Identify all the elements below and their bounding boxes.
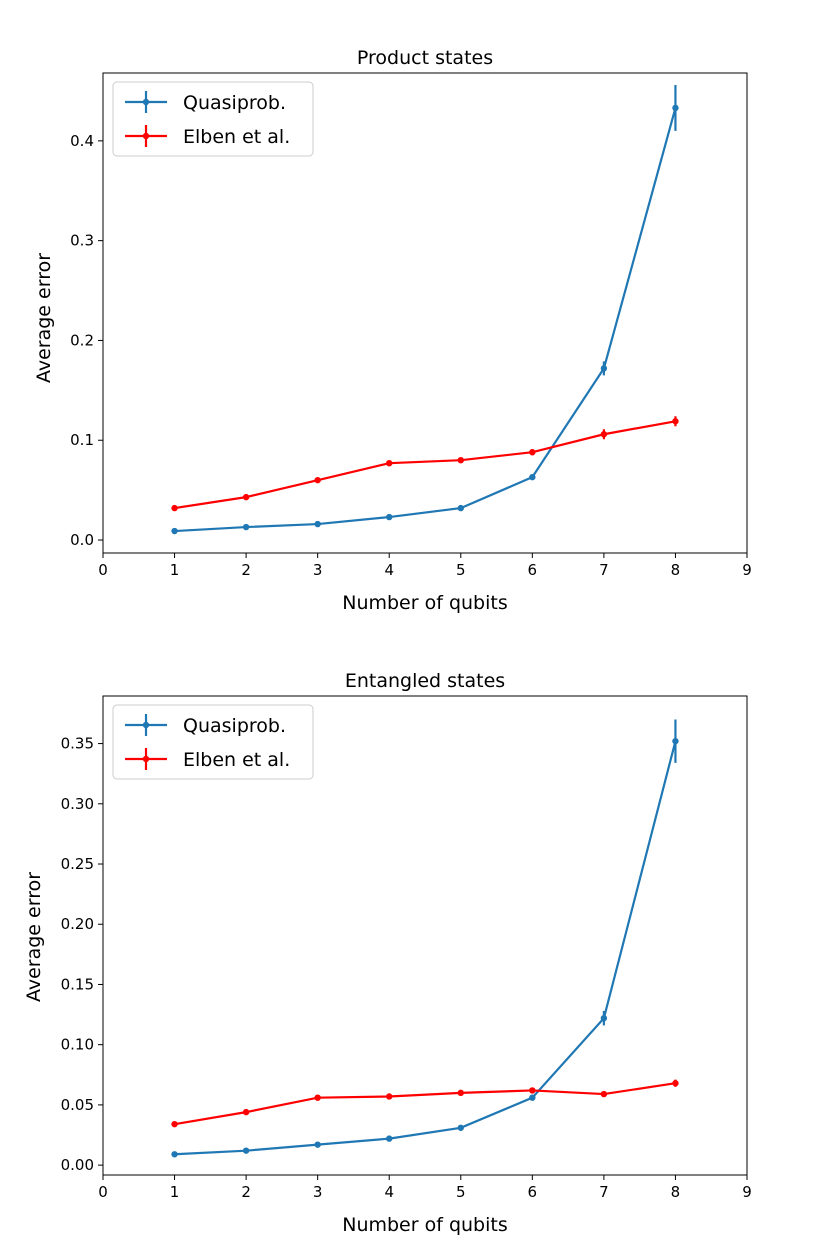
data-point bbox=[386, 1135, 393, 1142]
x-tick-label: 9 bbox=[742, 1183, 752, 1201]
data-point bbox=[386, 1093, 393, 1100]
data-point bbox=[672, 418, 679, 425]
x-tick-label: 5 bbox=[456, 1183, 466, 1201]
series-elben bbox=[171, 416, 679, 512]
y-tick-label: 0.25 bbox=[61, 855, 94, 873]
x-tick-label: 1 bbox=[170, 1183, 180, 1201]
series-line bbox=[174, 107, 677, 533]
series-quasiprob bbox=[171, 84, 679, 535]
data-point bbox=[386, 513, 393, 521]
data-point bbox=[529, 449, 536, 456]
legend-marker bbox=[142, 755, 150, 763]
data-point bbox=[314, 520, 321, 528]
y-tick-label: 0.30 bbox=[61, 795, 94, 813]
y-tick-label: 0.05 bbox=[61, 1096, 94, 1114]
y-tick-label: 0.10 bbox=[61, 1036, 94, 1054]
x-tick-label: 4 bbox=[384, 1183, 394, 1201]
chart-entangled-states: Entangled states 0 1 2 3 4 5 6 7 8 90.000.050.100… bbox=[23, 670, 752, 1236]
x-tick-label: 7 bbox=[599, 1183, 609, 1201]
data-point bbox=[600, 365, 608, 372]
y-tick-label: 0.35 bbox=[61, 735, 94, 753]
legend-frame bbox=[112, 704, 314, 780]
plot-area: 0 1 2 3 4 5 6 7 8 9 0.0 0.1 0.2 0.3 0.4 Quasiprob. Elben… bbox=[70, 72, 752, 579]
data-point bbox=[457, 456, 464, 464]
data-point bbox=[672, 1080, 679, 1087]
x-tick-label: 4 bbox=[384, 561, 394, 579]
series-line bbox=[174, 420, 676, 510]
x-tick-label: 2 bbox=[241, 1183, 251, 1201]
x-tick-label: 0 bbox=[98, 561, 108, 579]
y-tick-label: 0.4 bbox=[70, 132, 94, 150]
data-point bbox=[171, 1151, 178, 1158]
data-point bbox=[171, 504, 178, 512]
x-axis-label: Number of qubits bbox=[342, 592, 508, 614]
y-tick-label: 0.1 bbox=[70, 431, 94, 449]
data-point bbox=[314, 1094, 321, 1101]
data-point bbox=[242, 493, 250, 501]
data-point bbox=[242, 1108, 250, 1116]
data-point bbox=[672, 104, 679, 112]
series-elben bbox=[171, 1079, 679, 1128]
x-tick-label: 3 bbox=[313, 1183, 323, 1201]
data-point bbox=[171, 1120, 178, 1128]
data-point bbox=[314, 1141, 321, 1148]
data-point bbox=[529, 1094, 536, 1101]
legend-label: Elben et al. bbox=[183, 126, 290, 148]
x-axis-label: Number of qubits bbox=[342, 1214, 508, 1236]
plot-frame bbox=[102, 695, 748, 1176]
legend-label: Quasiprob. bbox=[183, 715, 286, 737]
data-point bbox=[457, 1089, 464, 1097]
x-tick-label: 8 bbox=[671, 1183, 681, 1201]
data-point bbox=[242, 523, 250, 531]
x-tick-label: 6 bbox=[528, 561, 538, 579]
legend-marker bbox=[142, 132, 150, 140]
x-tick-label: 9 bbox=[742, 561, 752, 579]
y-tick-label: 0.3 bbox=[70, 232, 94, 250]
series-quasiprob bbox=[171, 719, 679, 1158]
y-tick-label: 0.20 bbox=[61, 915, 94, 933]
data-point bbox=[386, 459, 393, 467]
x-tick-label: 1 bbox=[170, 561, 180, 579]
legend-marker bbox=[142, 98, 150, 106]
plot-frame bbox=[102, 72, 748, 554]
series-line bbox=[174, 740, 677, 1156]
plot-area: 0 1 2 3 4 5 6 7 8 9 0.00 0.05 0.10 0.15 0.20 0.25 0.30 0.… bbox=[61, 695, 752, 1201]
x-tick-label: 8 bbox=[671, 561, 681, 579]
legend: Quasiprob. Elben et al. bbox=[112, 81, 314, 157]
chart-title: Entangled states bbox=[345, 670, 505, 692]
data-point bbox=[529, 1087, 536, 1094]
series-line bbox=[174, 1082, 676, 1126]
data-point bbox=[672, 737, 679, 745]
legend-label: Quasiprob. bbox=[183, 92, 286, 114]
data-point bbox=[600, 1014, 608, 1022]
legend-frame bbox=[112, 81, 314, 157]
y-axis-label: Average error bbox=[33, 253, 55, 383]
y-axis-label: Average error bbox=[23, 872, 45, 1002]
legend-marker bbox=[142, 721, 150, 729]
data-point bbox=[171, 527, 178, 535]
y-tick-label: 0.00 bbox=[61, 1156, 94, 1174]
x-tick-label: 3 bbox=[313, 561, 323, 579]
x-tick-label: 6 bbox=[528, 1183, 538, 1201]
data-point bbox=[457, 1124, 464, 1131]
x-tick-label: 0 bbox=[98, 1183, 108, 1201]
data-point bbox=[314, 476, 321, 484]
data-point bbox=[529, 473, 536, 481]
legend-label: Elben et al. bbox=[183, 749, 290, 771]
chart-title: Product states bbox=[357, 47, 493, 69]
data-point bbox=[600, 1090, 608, 1098]
x-tick-label: 5 bbox=[456, 561, 466, 579]
chart-product-states: Product states 0 1 2 3 4 5 6 7 8 9 0.0 0.1 0.2 0.3 0.4… bbox=[33, 47, 752, 614]
data-point bbox=[242, 1147, 250, 1154]
data-point bbox=[600, 431, 608, 438]
data-point bbox=[457, 504, 464, 512]
legend: Quasiprob. Elben et al. bbox=[112, 704, 314, 780]
y-tick-label: 0.0 bbox=[70, 531, 94, 549]
x-tick-label: 2 bbox=[241, 561, 251, 579]
y-tick-label: 0.15 bbox=[61, 975, 94, 993]
x-tick-label: 7 bbox=[599, 561, 609, 579]
y-tick-label: 0.2 bbox=[70, 331, 94, 349]
